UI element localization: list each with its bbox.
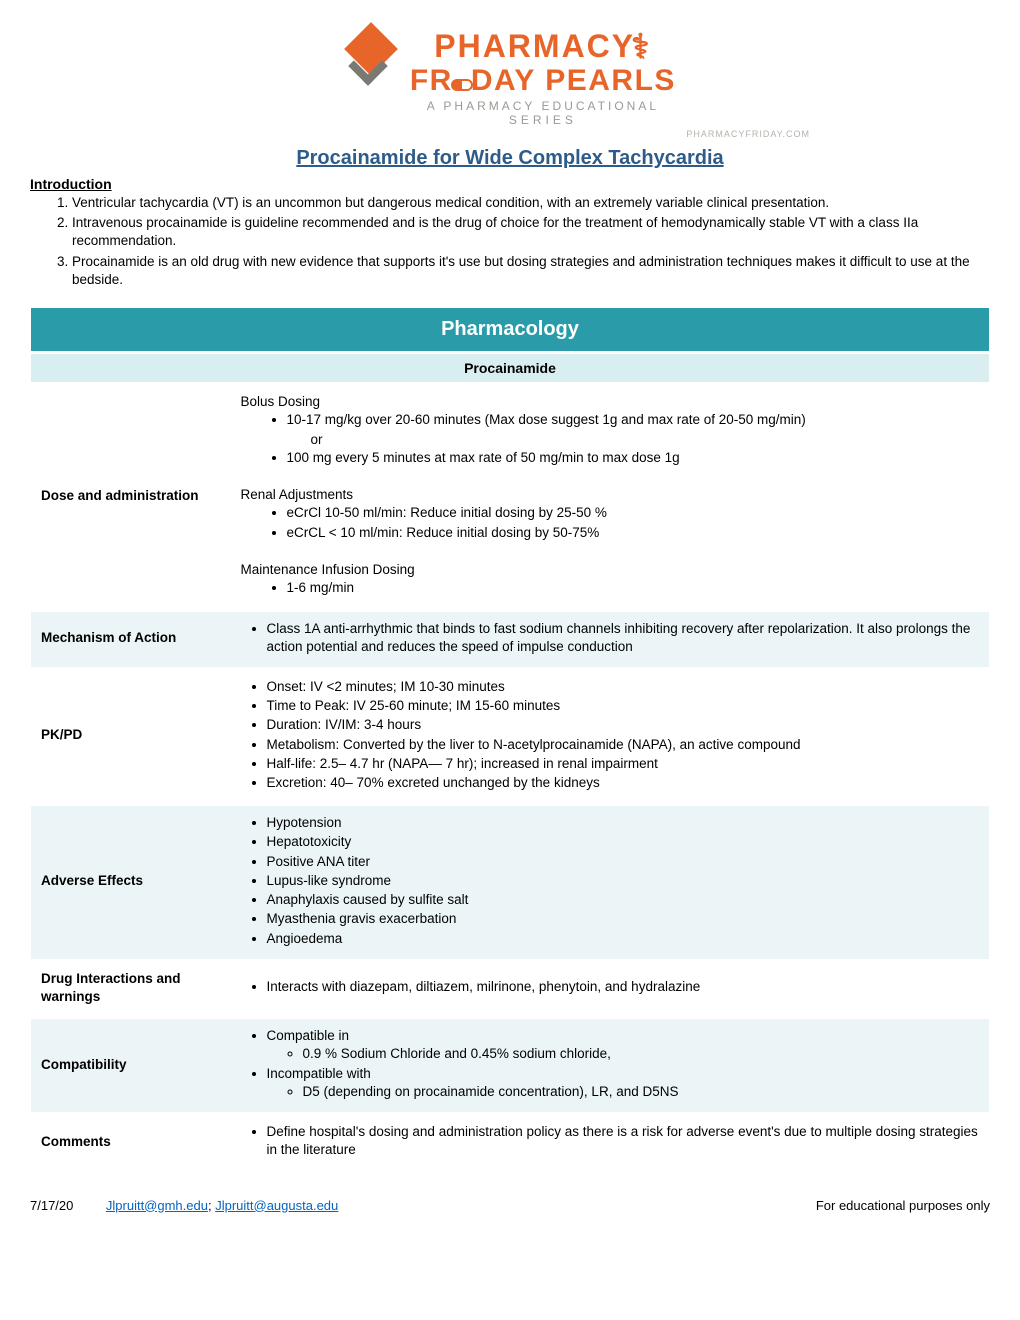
- logo-block: PHARMACY⚕ FR DAY PEARLS A PHARMACY EDUCAT…: [30, 20, 990, 139]
- incompat-title: Incompatible with D5 (depending on proca…: [267, 1065, 980, 1101]
- intro-list: Ventricular tachycardia (VT) is an uncom…: [72, 194, 990, 289]
- pharmacology-table: Pharmacology Procainamide Dose and admin…: [30, 307, 990, 1173]
- pkpd-item: Time to Peak: IV 25-60 minute; IM 15-60 …: [267, 697, 980, 715]
- row-content-compat: Compatible in 0.9 % Sodium Chloride and …: [211, 1018, 990, 1114]
- caduceus-icon: ⚕: [631, 30, 651, 64]
- pkpd-item: Excretion: 40– 70% excreted unchanged by…: [267, 774, 980, 792]
- intro-heading: Introduction: [30, 176, 990, 192]
- adverse-item: Positive ANA titer: [267, 853, 980, 871]
- page-title: Procainamide for Wide Complex Tachycardi…: [30, 147, 990, 170]
- pill-icon: [451, 79, 473, 91]
- adverse-item: Hypotension: [267, 814, 980, 832]
- adverse-item: Anaphylaxis caused by sulfite salt: [267, 891, 980, 909]
- comments-item: Define hospital's dosing and administrat…: [267, 1123, 980, 1159]
- bolus-item: 10-17 mg/kg over 20-60 minutes (Max dose…: [287, 411, 980, 429]
- table-header-main: Pharmacology: [31, 308, 990, 353]
- footer-date: 7/17/20: [30, 1198, 73, 1213]
- pkpd-item: Metabolism: Converted by the liver to N-…: [267, 736, 980, 754]
- moa-item: Class 1A anti-arrhythmic that binds to f…: [267, 620, 980, 656]
- row-label-compat: Compatibility: [31, 1018, 211, 1114]
- row-content-interactions: Interacts with diazepam, diltiazem, milr…: [211, 960, 990, 1017]
- table-header-sub: Procainamide: [31, 353, 990, 384]
- pkpd-item: Onset: IV <2 minutes; IM 10-30 minutes: [267, 678, 980, 696]
- row-label-pkpd: PK/PD: [31, 668, 211, 804]
- footer: 7/17/20 Jlpruitt@gmh.edu; Jlpruitt@augus…: [30, 1198, 990, 1213]
- logo-line1: PHARMACY: [434, 28, 635, 64]
- logo-line2a: FR: [410, 64, 453, 97]
- pkpd-item: Duration: IV/IM: 3-4 hours: [267, 716, 980, 734]
- adverse-item: Myasthenia gravis exacerbation: [267, 910, 980, 928]
- row-content-adverse: Hypotension Hepatotoxicity Positive ANA …: [211, 805, 990, 961]
- incompat-sub-item: D5 (depending on procainamide concentrat…: [303, 1083, 980, 1101]
- renal-item: eCrCl 10-50 ml/min: Reduce initial dosin…: [287, 504, 980, 522]
- bolus-or: or: [311, 431, 980, 449]
- logo-subtitle-2: SERIES: [410, 113, 676, 127]
- maint-item: 1-6 mg/min: [287, 579, 980, 597]
- intro-item: Intravenous procainamide is guideline re…: [72, 214, 990, 250]
- adverse-item: Hepatotoxicity: [267, 833, 980, 851]
- row-label-dose: Dose and administration: [31, 384, 211, 610]
- row-content-moa: Class 1A anti-arrhythmic that binds to f…: [211, 610, 990, 668]
- renal-item: eCrCL < 10 ml/min: Reduce initial dosing…: [287, 524, 980, 542]
- pkpd-item: Half-life: 2.5– 4.7 hr (NAPA— 7 hr); inc…: [267, 755, 980, 773]
- intro-item: Procainamide is an old drug with new evi…: [72, 253, 990, 289]
- bolus-title: Bolus Dosing: [241, 393, 980, 411]
- bolus-item: 100 mg every 5 minutes at max rate of 50…: [287, 449, 980, 467]
- adverse-item: Angioedema: [267, 930, 980, 948]
- row-content-pkpd: Onset: IV <2 minutes; IM 10-30 minutes T…: [211, 668, 990, 804]
- footer-email-1[interactable]: Jlpruitt@gmh.edu: [106, 1198, 208, 1213]
- footer-email-2[interactable]: Jlpruitt@augusta.edu: [215, 1198, 338, 1213]
- logo-subtitle-1: A PHARMACY EDUCATIONAL: [410, 99, 676, 113]
- renal-title: Renal Adjustments: [241, 486, 980, 504]
- logo-line2b: DAY PEARLS: [471, 64, 676, 97]
- intro-item: Ventricular tachycardia (VT) is an uncom…: [72, 194, 990, 212]
- row-label-interactions: Drug Interactions and warnings: [31, 960, 211, 1017]
- row-content-dose: Bolus Dosing 10-17 mg/kg over 20-60 minu…: [211, 384, 990, 610]
- interactions-item: Interacts with diazepam, diltiazem, milr…: [267, 978, 980, 996]
- footer-right: For educational purposes only: [816, 1198, 990, 1213]
- row-content-comments: Define hospital's dosing and administrat…: [211, 1114, 990, 1172]
- compat-sub-item: 0.9 % Sodium Chloride and 0.45% sodium c…: [303, 1045, 980, 1063]
- row-label-adverse: Adverse Effects: [31, 805, 211, 961]
- row-label-comments: Comments: [31, 1114, 211, 1172]
- compat-title: Compatible in 0.9 % Sodium Chloride and …: [267, 1027, 980, 1063]
- adverse-item: Lupus-like syndrome: [267, 872, 980, 890]
- maint-title: Maintenance Infusion Dosing: [241, 561, 980, 579]
- logo-url: PHARMACYFRIDAY.COM: [30, 129, 990, 139]
- row-label-moa: Mechanism of Action: [31, 610, 211, 668]
